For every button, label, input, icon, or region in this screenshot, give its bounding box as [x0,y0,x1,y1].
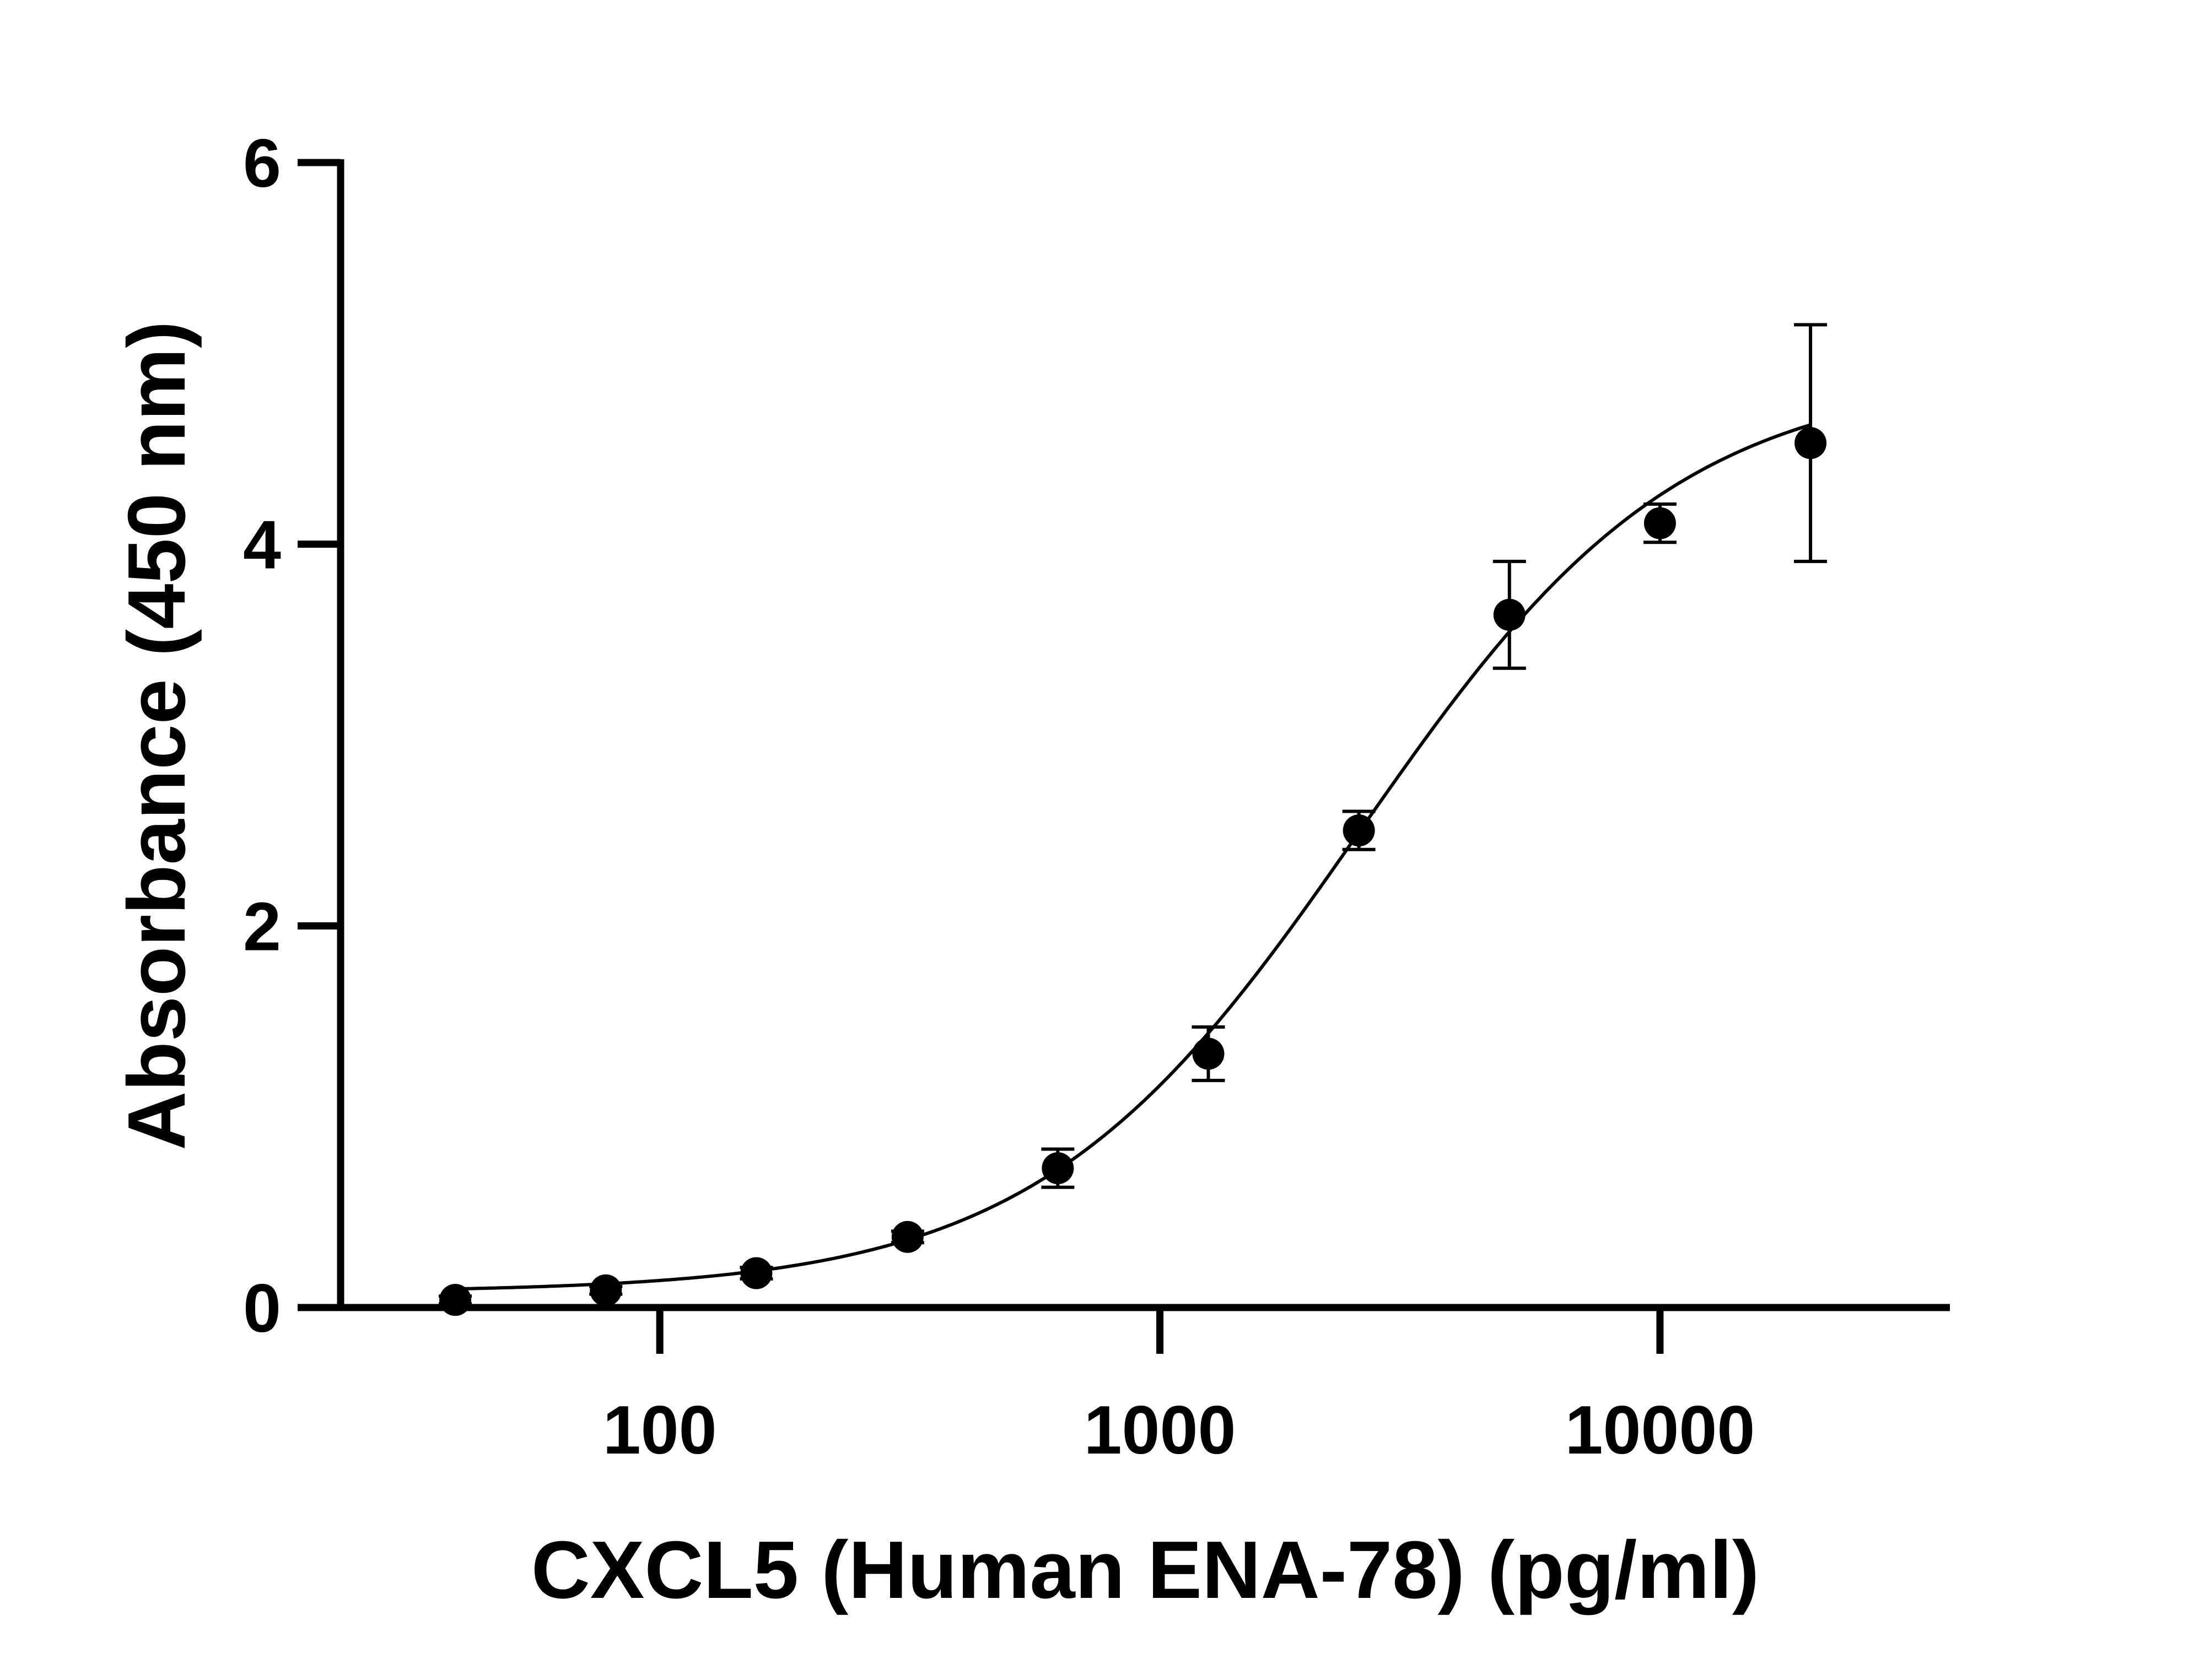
data-point [740,1257,773,1289]
x-tick-label: 100 [603,1392,717,1468]
y-tick-label: 0 [243,1271,281,1347]
data-points [439,427,1827,1316]
data-point [590,1274,622,1306]
fitted-curve [455,423,1811,1291]
y-ticks: 0 2 4 6 [243,126,341,1347]
x-tick-label: 1000 [1084,1392,1236,1468]
data-point [891,1220,924,1253]
data-point [1042,1152,1074,1185]
y-tick-label: 4 [243,507,281,584]
data-point [1643,507,1676,539]
y-axis-title: Absorbance (450 nm) [111,321,202,1150]
axes [337,159,1950,1311]
data-point [1493,598,1526,631]
x-tick-label: 10000 [1565,1392,1755,1468]
data-point [1794,427,1827,460]
y-tick-label: 2 [243,889,281,965]
x-ticks: 100 1000 10000 [603,1308,1755,1468]
data-point [439,1284,472,1316]
y-tick-label: 6 [243,126,281,202]
x-axis-title: CXCL5 (Human ENA-78) (pg/ml) [531,1525,1759,1616]
data-point [1192,1038,1225,1070]
data-point [1343,814,1375,847]
error-bars [439,323,1828,1306]
